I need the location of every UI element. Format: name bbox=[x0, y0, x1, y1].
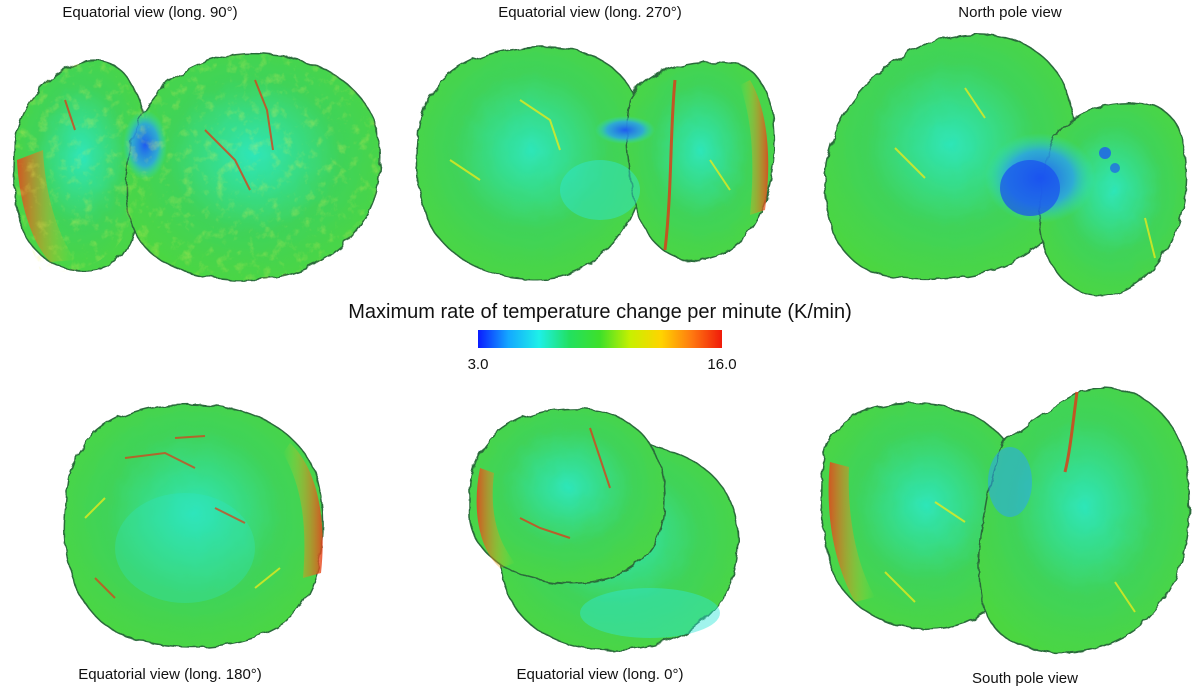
comet-view-north-pole bbox=[815, 28, 1195, 303]
comet-view-long-270 bbox=[410, 40, 780, 285]
comet-view-long-180 bbox=[55, 398, 330, 653]
comet-small-lobe bbox=[469, 407, 666, 584]
view-label-long-90: Equatorial view (long. 90°) bbox=[62, 4, 238, 21]
comet-view-long-0 bbox=[460, 398, 745, 653]
view-label-north-pole: North pole view bbox=[958, 4, 1062, 21]
colorbar-max-label: 16.0 bbox=[707, 356, 737, 373]
colorbar bbox=[478, 330, 722, 348]
view-label-south-pole: South pole view bbox=[972, 670, 1078, 687]
view-label-long-0: Equatorial view (long. 0°) bbox=[516, 666, 684, 683]
colorbar-title: Maximum rate of temperature change per m… bbox=[348, 301, 852, 323]
comet-large-lobe bbox=[978, 387, 1192, 654]
view-label-long-270: Equatorial view (long. 270°) bbox=[498, 4, 682, 21]
comet-small-lobe bbox=[626, 60, 775, 261]
colorbar-min-label: 3.0 bbox=[467, 356, 489, 373]
view-label-long-180: Equatorial view (long. 180°) bbox=[78, 666, 262, 683]
comet-view-long-90 bbox=[5, 40, 385, 290]
comet-view-south-pole bbox=[815, 382, 1195, 664]
